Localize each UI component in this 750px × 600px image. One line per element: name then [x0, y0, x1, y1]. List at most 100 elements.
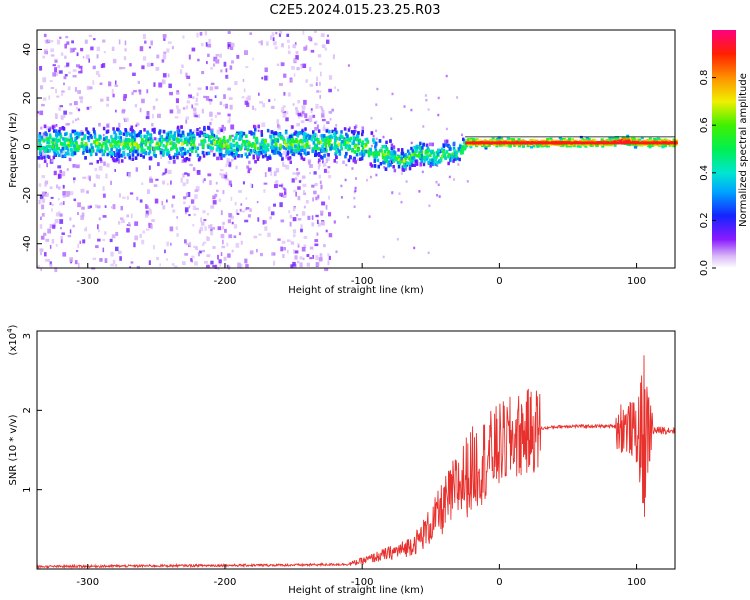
spectrogram-cell — [236, 147, 239, 151]
spectrogram-cell — [227, 219, 231, 224]
spectrogram-cell — [60, 117, 64, 120]
spectrogram-cell — [50, 48, 54, 52]
spectrogram-cell — [621, 136, 625, 139]
spectrogram-cell — [52, 143, 55, 147]
spectrogram-cell — [344, 145, 347, 150]
spectrogram-cell — [312, 197, 314, 202]
spectrogram-cell — [111, 46, 115, 51]
spectrogram-cell — [69, 138, 73, 142]
spectrogram-cell — [254, 128, 257, 132]
spectrogram-cell — [87, 138, 91, 143]
spectrogram-cell — [45, 40, 49, 44]
spectrogram-cell — [294, 255, 298, 260]
spectrogram-cell — [367, 153, 371, 158]
spectrogram-cell — [480, 143, 483, 146]
spectrogram-cell — [193, 107, 197, 112]
spectrogram-cell — [385, 159, 389, 163]
spectrogram-cell — [80, 188, 85, 193]
spectrogram-x-tick-label: -100 — [351, 276, 374, 287]
spectrogram-cell — [281, 240, 286, 244]
spectrogram-cell — [231, 249, 234, 253]
spectrogram-cell — [230, 148, 234, 153]
spectrogram-cell — [321, 136, 324, 141]
spectrogram-cell — [38, 134, 41, 138]
spectrogram-cell — [253, 235, 258, 239]
spectrogram-cell — [328, 255, 331, 260]
spectrogram-cell — [321, 144, 324, 149]
spectrogram-cell — [190, 137, 194, 142]
spectrogram-cell — [61, 142, 64, 146]
spectrogram-cell — [207, 53, 210, 57]
spectrogram-cell — [222, 239, 224, 245]
snr-y-scale-base: (x10 — [8, 333, 19, 356]
spectrogram-cell — [570, 139, 574, 142]
spectrogram-cell — [312, 135, 315, 139]
spectrogram-cell — [251, 142, 255, 146]
spectrogram-cell — [151, 128, 154, 132]
snr-x-tick-label: -100 — [351, 577, 374, 588]
spectrogram-cell — [80, 68, 83, 74]
spectrogram-cell — [301, 105, 306, 110]
spectrogram-cell — [131, 146, 134, 151]
spectrogram-cell — [122, 146, 125, 150]
spectrogram-cell — [235, 132, 238, 137]
spectrogram-cell — [98, 122, 101, 127]
spectrogram-cell — [546, 138, 550, 141]
spectrogram-cell — [354, 186, 357, 190]
spectrogram-cell — [268, 154, 271, 159]
spectrogram-cell — [290, 134, 293, 139]
spectrogram-cell — [274, 142, 278, 146]
spectrogram-cell — [167, 131, 170, 135]
spectrogram-cell — [467, 138, 471, 141]
spectrogram-marks — [37, 30, 678, 273]
snr-x-tick-label: -300 — [76, 577, 99, 588]
spectrogram-cell — [58, 70, 61, 75]
spectrogram-cell — [129, 127, 133, 132]
spectrogram-cell — [195, 246, 198, 250]
spectrogram-cell — [153, 184, 158, 187]
spectrogram-cell — [218, 137, 222, 142]
spectrogram-cell — [77, 148, 80, 152]
spectrogram-cell — [52, 155, 56, 160]
spectrogram-cell — [148, 150, 152, 154]
spectrogram-cell — [96, 175, 101, 179]
spectrogram-cell — [188, 147, 192, 151]
spectrogram-cell — [217, 266, 220, 271]
spectrogram-cell — [271, 139, 275, 144]
spectrogram-cell — [55, 133, 58, 137]
spectrogram-cell — [182, 173, 185, 178]
spectrogram-cell — [424, 155, 427, 159]
spectrogram-cell — [43, 155, 46, 160]
spectrogram-cell — [134, 156, 138, 160]
spectrogram-cell — [355, 177, 357, 180]
spectrogram-cell — [247, 144, 250, 148]
spectrogram-cell — [316, 134, 318, 139]
spectrogram-cell — [182, 182, 186, 187]
spectrogram-cell — [171, 46, 174, 50]
spectrogram-cell — [65, 144, 68, 148]
spectrogram-cell — [238, 232, 242, 236]
spectrogram-cell — [167, 150, 171, 154]
spectrogram-cell — [291, 125, 294, 129]
spectrogram-cell — [185, 157, 188, 161]
spectrogram-cell — [390, 143, 394, 147]
spectrogram-cell — [194, 207, 199, 210]
spectrogram-cell — [80, 47, 84, 52]
spectrogram-cell — [118, 159, 121, 164]
spectrogram-cell — [199, 250, 202, 254]
spectrogram-cell — [244, 152, 248, 157]
spectrogram-cell — [314, 42, 318, 46]
spectrogram-cell — [132, 72, 136, 76]
spectrogram-cell — [211, 141, 214, 145]
svg-text:(x104): (x104) — [6, 324, 19, 355]
spectrogram-cell — [427, 108, 430, 111]
spectrogram-cell — [466, 180, 469, 183]
spectrogram-cell — [167, 169, 172, 174]
spectrogram-cell — [499, 137, 503, 140]
spectrogram-cell — [301, 148, 304, 152]
spectrogram-cell — [473, 138, 477, 142]
spectrogram-cell — [462, 137, 465, 142]
spectrogram-cell — [324, 47, 328, 51]
spectrogram-cell — [415, 162, 419, 166]
spectrogram-cell — [445, 139, 449, 144]
